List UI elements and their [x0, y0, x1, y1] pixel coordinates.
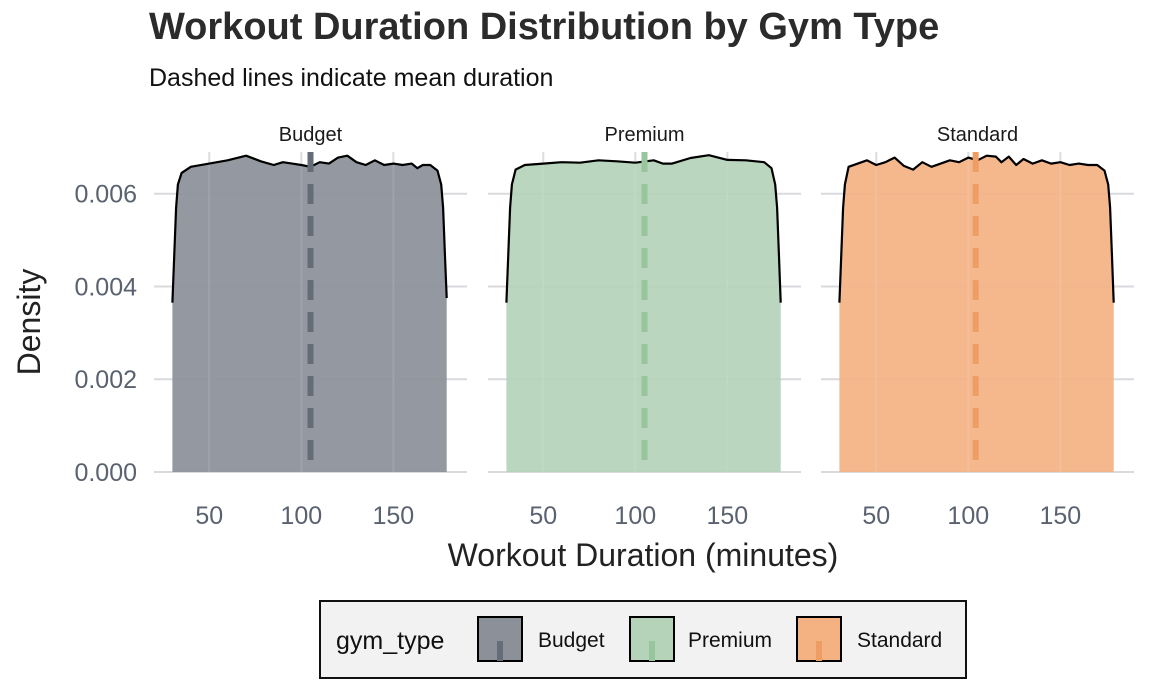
x-tick-label: 100	[947, 502, 989, 530]
strip-label: Budget	[279, 124, 343, 146]
y-tick-label: 0.002	[74, 366, 137, 394]
y-tick-label: 0.004	[74, 273, 137, 301]
density-line-premium	[505, 154, 782, 303]
legend-label: Standard	[857, 629, 942, 652]
x-tick-label: 150	[372, 502, 414, 530]
strip-label: Premium	[604, 124, 684, 146]
density-line-budget	[171, 154, 448, 303]
legend-items: Budget Premium Standard	[477, 616, 942, 662]
facet-panel-budget: Budget 50 100 150	[154, 124, 467, 530]
x-tick-label: 100	[614, 502, 656, 530]
legend-label: Budget	[538, 629, 605, 652]
x-tick-label: 50	[862, 502, 890, 530]
x-axis-title: Workout Duration (minutes)	[448, 537, 839, 573]
y-tick-label: 0.000	[74, 459, 137, 487]
x-tick-label: 150	[1039, 502, 1081, 530]
legend-label: Premium	[688, 629, 772, 652]
facet-panels: Budget 50 100 150 Premium 50 100 150 Standard 50 1…	[154, 124, 1134, 530]
facet-panel-premium: Premium 50 100 150	[488, 124, 801, 530]
x-tick-label: 150	[706, 502, 748, 530]
y-axis-title: Density	[11, 269, 47, 376]
legend: gym_type Budget Premium Standard	[319, 600, 967, 679]
y-axis: 0.000 0.002 0.004 0.006	[74, 181, 137, 487]
chart-subtitle: Dashed lines indicate mean duration	[149, 64, 554, 92]
legend-item-premium: Premium	[629, 616, 772, 662]
chart-title: Workout Duration Distribution by Gym Typ…	[149, 6, 940, 48]
legend-item-budget: Budget	[477, 616, 605, 662]
x-tick-label: 100	[280, 502, 322, 530]
strip-label: Standard	[937, 124, 1018, 146]
legend-item-standard: Standard	[796, 616, 942, 662]
y-tick-label: 0.006	[74, 181, 137, 209]
x-tick-label: 50	[529, 502, 557, 530]
legend-title: gym_type	[336, 627, 444, 655]
x-tick-label: 50	[195, 502, 223, 530]
density-line-standard	[838, 154, 1115, 303]
facet-panel-standard: Standard 50 100 150	[821, 124, 1134, 530]
